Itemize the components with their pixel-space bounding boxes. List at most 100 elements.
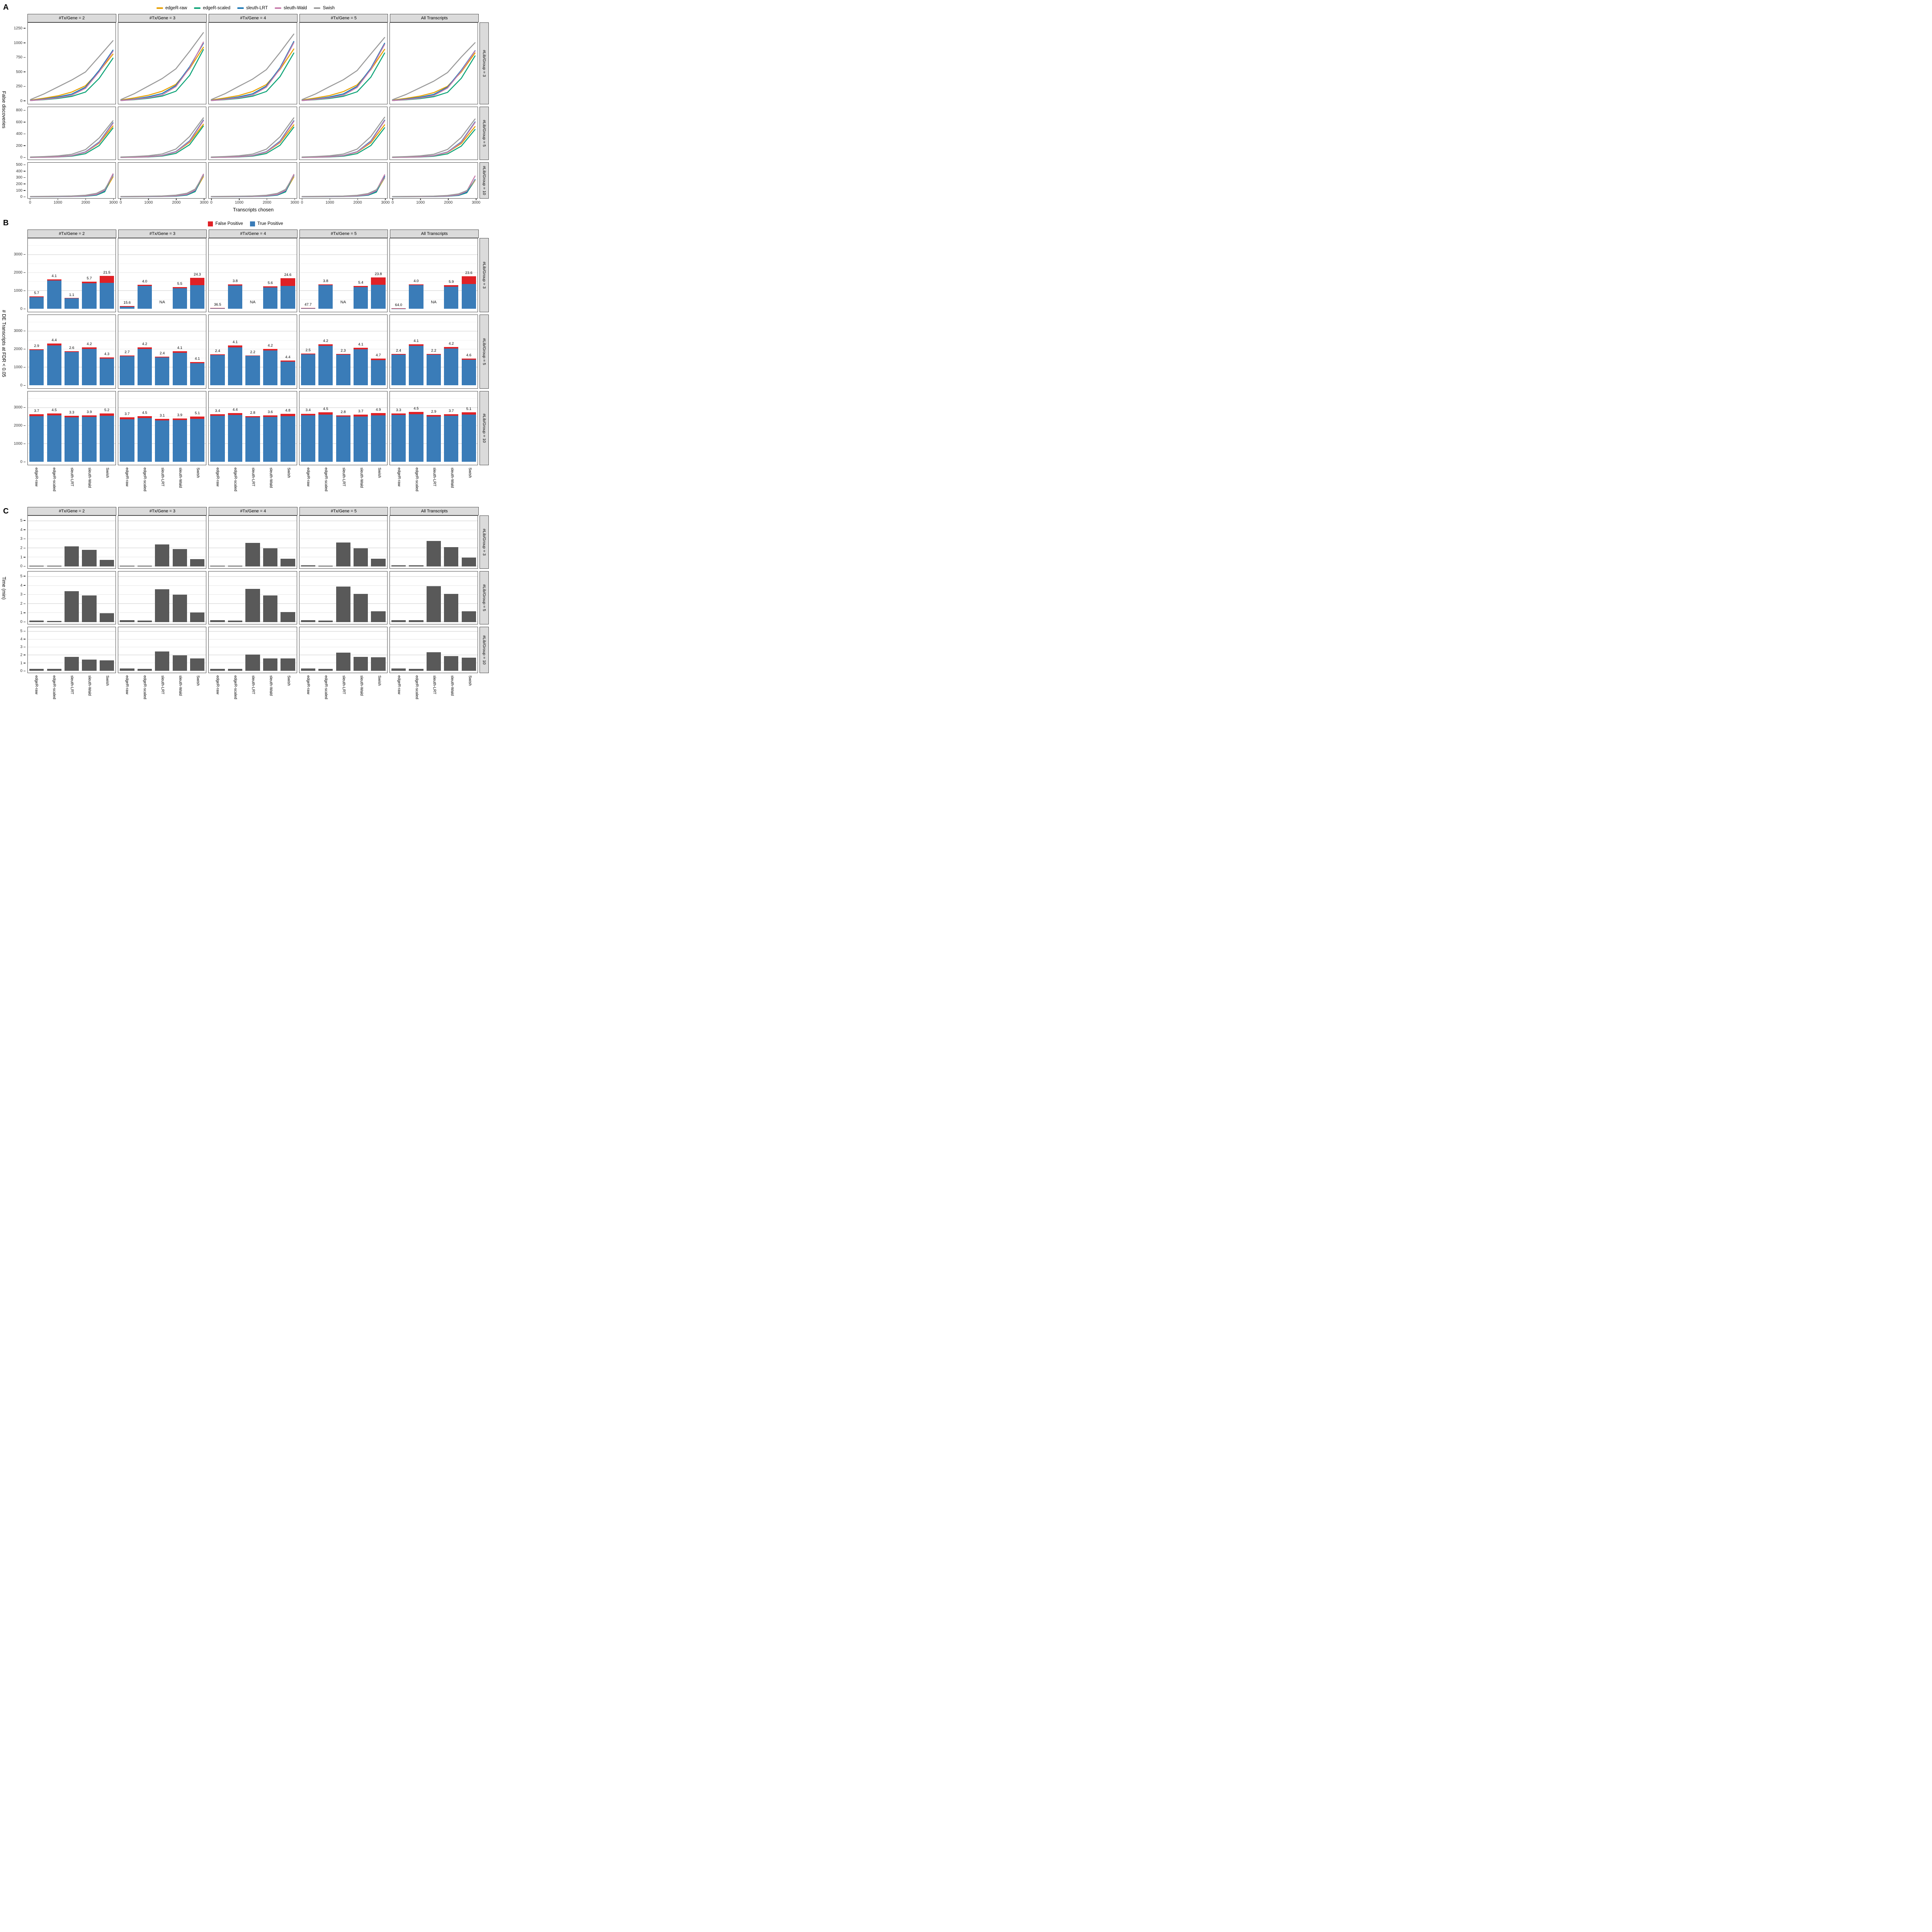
bar-false-positive bbox=[444, 285, 459, 287]
method-label: edgeR-raw bbox=[396, 675, 401, 694]
legend-label: edgeR-scaled bbox=[203, 6, 231, 10]
gridline-major bbox=[209, 585, 297, 586]
y-tick-mark bbox=[24, 646, 26, 648]
bar-true-positive bbox=[155, 420, 170, 462]
line-series-edgeR-raw bbox=[31, 126, 113, 157]
bar-true-positive bbox=[301, 354, 315, 386]
method-label: Swish bbox=[196, 468, 200, 478]
method-labels: edgeR-raw edgeR-scaled sleuth-LRT sleuth-Wa… bbox=[118, 673, 207, 699]
facet-header: All Transcripts bbox=[390, 14, 479, 22]
facet-row: 0 100 200 300 400 500 #Lib/Group = 10 bbox=[2, 162, 489, 199]
bar-time bbox=[426, 541, 441, 566]
x-tick-label: 0 bbox=[119, 201, 122, 205]
y-tick-mark bbox=[24, 631, 26, 632]
bar-false-positive bbox=[263, 349, 278, 351]
bar-true-positive bbox=[210, 308, 225, 309]
line-series-edgeR-scaled bbox=[121, 126, 204, 157]
y-tick-label: 0 bbox=[20, 155, 22, 160]
bar-value-label: 3.8 bbox=[232, 279, 238, 284]
method-label: edgeR-scaled bbox=[142, 675, 147, 699]
gridline-minor bbox=[118, 299, 206, 300]
bar-value-label: 3.4 bbox=[305, 408, 311, 413]
bar-time bbox=[409, 565, 423, 566]
bar-true-positive bbox=[228, 347, 243, 386]
bar-true-positive bbox=[391, 354, 406, 386]
row-strip: #Lib/Group = 3 bbox=[480, 22, 489, 104]
gridline-major bbox=[299, 290, 387, 291]
panel-a-x-axis-title: Transcripts chosen bbox=[233, 207, 274, 213]
method-label: edgeR-scaled bbox=[233, 675, 238, 699]
y-axis: 0 1000 2000 3000 bbox=[2, 391, 26, 465]
bar-time bbox=[120, 668, 134, 671]
gridline-minor bbox=[299, 299, 387, 300]
y-tick-label: 1000 bbox=[14, 442, 22, 446]
facet-plot bbox=[27, 627, 116, 673]
bar-value-label: 5.9 bbox=[449, 280, 454, 284]
bar-true-positive bbox=[82, 283, 97, 309]
bar-false-positive bbox=[210, 414, 225, 416]
line-series-sleuth-LRT bbox=[393, 180, 475, 197]
line-series-edgeR-scaled bbox=[211, 175, 294, 197]
gridline-major bbox=[28, 576, 116, 577]
facet-header-row: #Tx/Gene = 2 #Tx/Gene = 3 #Tx/Gene = 4 #Tx/… bbox=[2, 14, 489, 22]
method-label: sleuth-LRT bbox=[160, 468, 165, 486]
x-tick-mark bbox=[301, 199, 303, 200]
line-chart bbox=[390, 107, 478, 160]
facet-header: #Tx/Gene = 3 bbox=[118, 230, 207, 238]
bar-true-positive bbox=[190, 285, 205, 309]
bar-time bbox=[263, 548, 278, 566]
bar-value-label: 36.5 bbox=[214, 302, 221, 307]
method-label: sleuth-LRT bbox=[432, 675, 437, 694]
bar-time bbox=[336, 587, 350, 622]
facet-plot: 2.4 4.1 2.2 4.2 4.6 bbox=[389, 315, 478, 389]
method-label: sleuth-Wald bbox=[450, 675, 454, 696]
y-tick-label: 4 bbox=[20, 583, 22, 588]
y-tick-label: 5 bbox=[20, 629, 22, 634]
bar-value-label: 4.1 bbox=[177, 346, 182, 350]
bar-true-positive bbox=[137, 286, 152, 309]
bar-value-label: 4.5 bbox=[142, 411, 147, 415]
row-strip-label: #Lib/Group = 5 bbox=[482, 338, 487, 365]
facet-plot: 15.6 4.0 NA 5.5 24.3 bbox=[118, 238, 207, 312]
row-strip-label: #Lib/Group = 10 bbox=[482, 413, 487, 443]
facet-plot bbox=[208, 107, 297, 160]
method-label: edgeR-scaled bbox=[52, 675, 56, 699]
bar-value-label: 2.8 bbox=[340, 410, 346, 414]
bar-value-label: 4.2 bbox=[449, 342, 454, 346]
na-label: NA bbox=[340, 300, 346, 304]
gridline-minor bbox=[389, 281, 478, 282]
method-label: Swish bbox=[468, 675, 472, 686]
y-tick-label: 2000 bbox=[14, 347, 22, 352]
gridline-minor bbox=[209, 281, 297, 282]
bar-time bbox=[354, 594, 368, 622]
na-label: NA bbox=[159, 300, 165, 304]
bar-false-positive bbox=[391, 354, 406, 355]
facet-plot bbox=[118, 627, 207, 673]
method-label: edgeR-raw bbox=[306, 468, 311, 486]
bar-true-positive bbox=[29, 350, 44, 386]
gridline-major bbox=[118, 407, 206, 408]
bar-false-positive bbox=[47, 413, 61, 416]
legend-item: edgeR-scaled bbox=[194, 6, 230, 10]
bar-false-positive bbox=[82, 281, 97, 283]
method-label: sleuth-LRT bbox=[251, 468, 255, 486]
bar-true-positive bbox=[409, 414, 423, 462]
bar-value-label: 4.5 bbox=[51, 408, 57, 412]
bar-false-positive bbox=[263, 415, 278, 417]
panel-b-legend: False Positive True Positive bbox=[2, 219, 489, 229]
facet-plot bbox=[299, 162, 388, 199]
y-tick-mark bbox=[24, 594, 26, 595]
bar-true-positive bbox=[245, 356, 260, 386]
facet-plot bbox=[299, 107, 388, 160]
y-tick-label: 2 bbox=[20, 546, 22, 551]
bar-false-positive bbox=[354, 348, 368, 349]
gridline-major bbox=[209, 290, 297, 291]
bar-false-positive bbox=[281, 278, 295, 286]
x-tick-mark bbox=[211, 199, 212, 200]
bar-value-label: 4.2 bbox=[142, 342, 147, 346]
bar-true-positive bbox=[228, 415, 243, 462]
bar-false-positive bbox=[190, 277, 205, 286]
facet-plot bbox=[299, 515, 388, 569]
line-series-Swish bbox=[121, 118, 204, 157]
facet-plot bbox=[208, 515, 297, 569]
